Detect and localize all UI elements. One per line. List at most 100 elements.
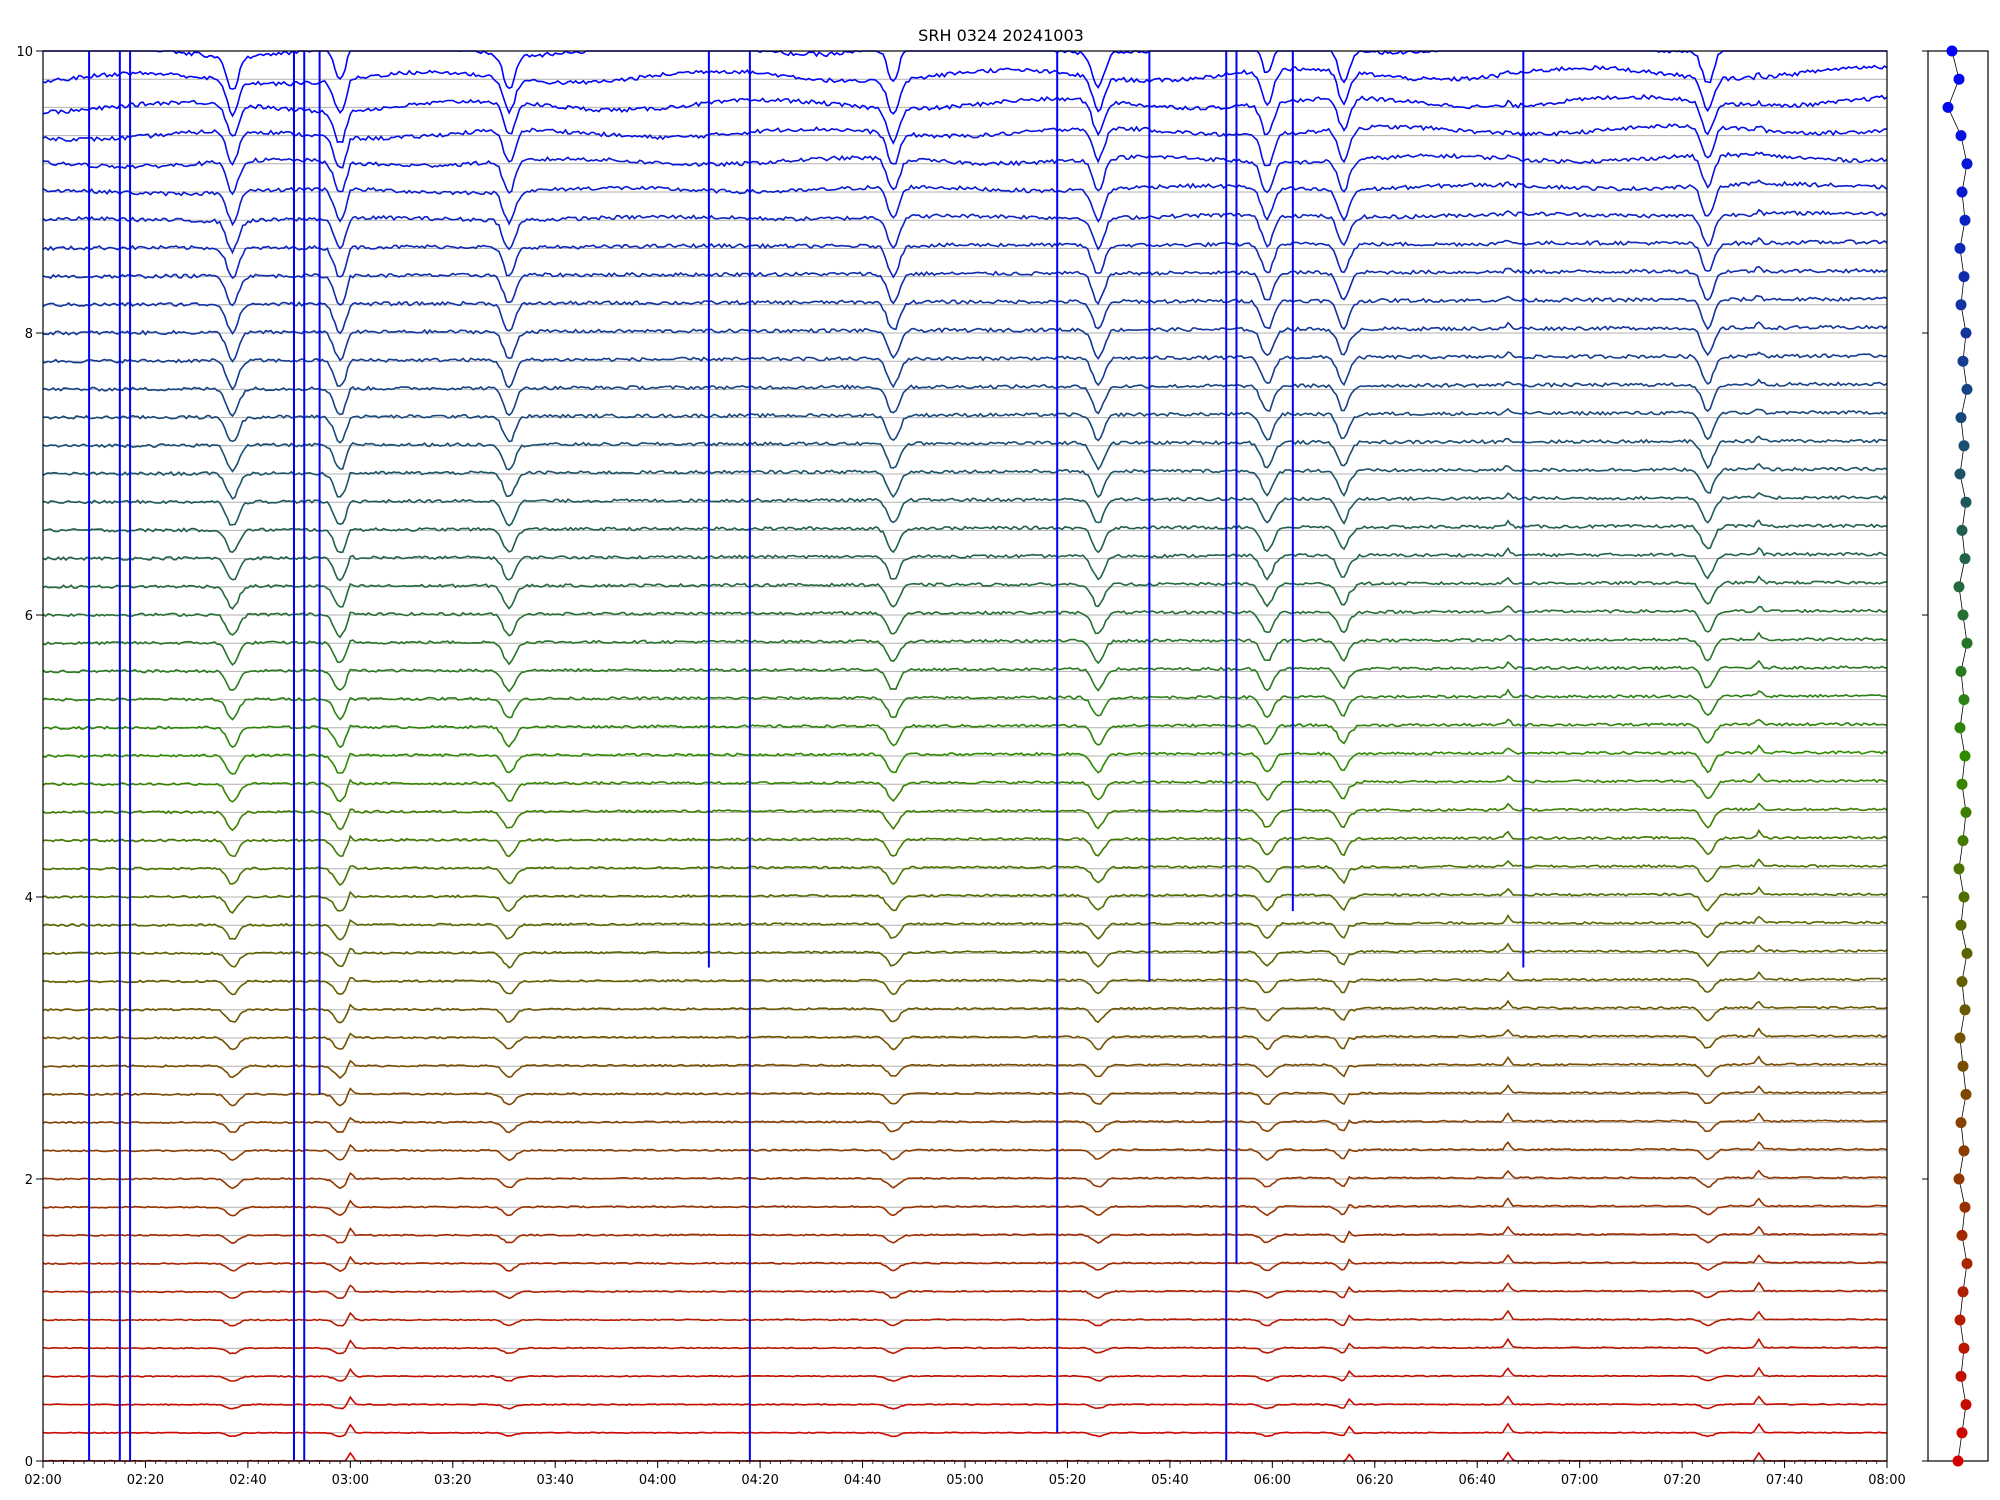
side-point [1960, 496, 1972, 508]
channel-trace [42, 1169, 1888, 1190]
side-point [1959, 750, 1971, 762]
channel-trace [42, 1366, 1888, 1383]
x-tick-label: 02:00 [24, 1473, 61, 1488]
y-tick-label: 10 [16, 45, 33, 60]
channel-trace [42, 631, 1888, 666]
side-point [1960, 1399, 1972, 1411]
channel-trace [42, 1422, 1888, 1438]
side-plot [1922, 45, 1989, 1467]
x-tick-label: 08:00 [1868, 1473, 1905, 1488]
channel-trace [42, 1197, 1888, 1217]
side-point [1957, 355, 1969, 367]
channel-trace [42, 942, 1888, 969]
side-point [1955, 412, 1967, 424]
y-tick-label: 8 [25, 327, 33, 342]
side-point [1955, 665, 1967, 677]
side-point [1946, 45, 1958, 57]
channel-trace [42, 1337, 1888, 1355]
channel-trace [42, 64, 1888, 118]
y-tick-label: 6 [25, 609, 33, 624]
side-point [1958, 440, 1970, 452]
x-tick-label: 03:20 [434, 1473, 471, 1488]
side-point [1960, 327, 1972, 339]
side-point [1958, 694, 1970, 706]
channel-trace [42, 575, 1888, 610]
channel-trace [42, 970, 1888, 996]
x-tick-label: 06:20 [1356, 1473, 1393, 1488]
channel-trace [42, 321, 1888, 363]
side-point [1956, 976, 1968, 988]
side-frame [1927, 50, 1989, 1462]
channel-trace [42, 546, 1888, 582]
side-point [1956, 524, 1968, 536]
channel-trace [42, 744, 1888, 775]
side-point [1958, 271, 1970, 283]
side-point [1954, 1032, 1966, 1044]
channel-trace [42, 605, 1888, 639]
x-tick-label: 05:40 [1151, 1473, 1188, 1488]
channel-trace [42, 179, 1888, 227]
main-axes: 02:00 02:20 02:40 03:00 03:20 03:40 04:00 04:20… [16, 45, 1905, 1488]
channel-trace [42, 1253, 1887, 1273]
channel-trace [42, 1395, 1888, 1410]
x-tick-label: 04:40 [844, 1473, 881, 1488]
side-point [1954, 722, 1966, 734]
y-tick-label: 4 [25, 891, 33, 906]
channel-trace [42, 999, 1888, 1024]
channel-trace [42, 1140, 1888, 1162]
channel-trace [42, 1225, 1888, 1245]
side-point [1957, 835, 1969, 847]
main-traces [42, 49, 1888, 1462]
channel-trace [42, 914, 1887, 941]
side-point [1959, 1004, 1971, 1016]
side-point [1956, 1229, 1968, 1241]
channel-trace [42, 1451, 1887, 1462]
side-point [1955, 1117, 1967, 1129]
y-tick-label: 2 [25, 1173, 33, 1188]
side-point [1954, 242, 1966, 254]
side-point [1955, 299, 1967, 311]
side-point [1959, 214, 1971, 226]
side-point [1961, 383, 1973, 395]
channel-trace [42, 1084, 1888, 1107]
channel-trace [42, 151, 1888, 196]
channel-trace [42, 462, 1888, 500]
side-point [1959, 553, 1971, 565]
x-tick-label: 02:20 [127, 1473, 164, 1488]
x-tick-label: 07:40 [1766, 1473, 1803, 1488]
channel-trace [43, 351, 1888, 391]
side-point [1955, 919, 1967, 931]
channel-trace [42, 407, 1888, 444]
side-point [1958, 891, 1970, 903]
channel-trace [42, 718, 1888, 749]
side-point [1955, 130, 1967, 142]
x-tick-label: 06:00 [1254, 1473, 1291, 1488]
channel-trace [42, 1281, 1888, 1300]
x-tick-label: 03:00 [332, 1473, 369, 1488]
channel-trace [42, 491, 1888, 527]
channel-trace [42, 435, 1888, 473]
side-point [1954, 468, 1966, 480]
side-point [1957, 1286, 1969, 1298]
side-point [1957, 609, 1969, 621]
side-point [1961, 947, 1973, 959]
channel-trace [42, 93, 1888, 145]
side-point [1954, 1314, 1966, 1326]
channel-trace [42, 1112, 1888, 1134]
side-point [1961, 158, 1973, 170]
side-point [1958, 1145, 1970, 1157]
side-point [1956, 186, 1968, 198]
side-point [1960, 806, 1972, 818]
side-point [1956, 778, 1968, 790]
x-tick-label: 02:40 [229, 1473, 266, 1488]
channel-trace [42, 208, 1888, 255]
channel-trace [42, 659, 1888, 693]
side-point [1953, 581, 1965, 593]
x-tick-label: 05:00 [946, 1473, 983, 1488]
side-point [1961, 637, 1973, 649]
side-point [1953, 73, 1965, 85]
x-tick-label: 05:20 [1049, 1473, 1086, 1488]
x-tick-label: 07:20 [1663, 1473, 1700, 1488]
x-tick-label: 04:20 [741, 1473, 778, 1488]
